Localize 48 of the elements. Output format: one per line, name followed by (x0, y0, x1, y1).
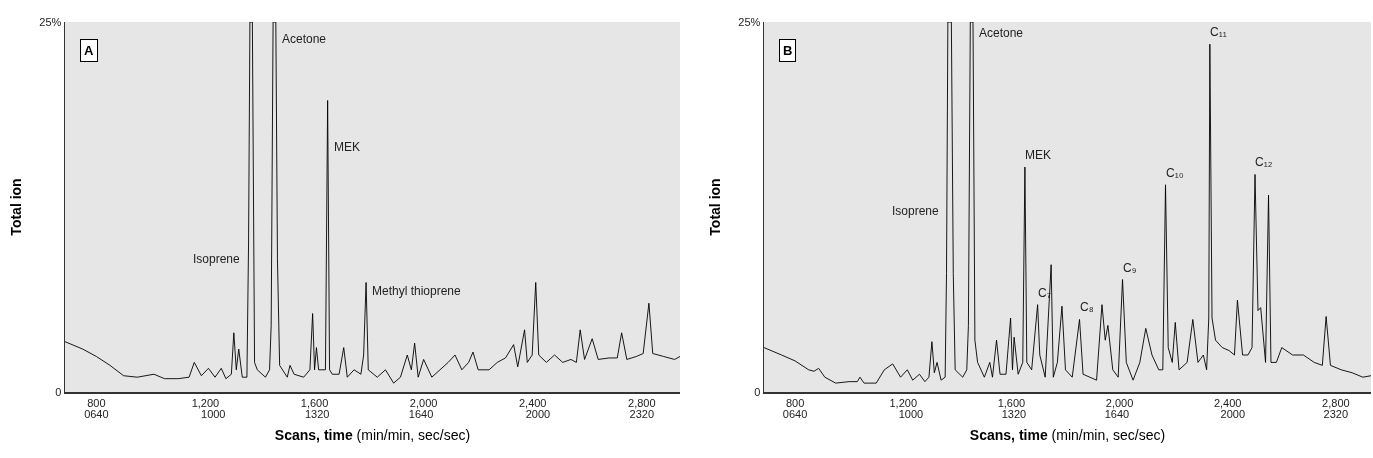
x2-tick-label: 0640 (84, 408, 109, 420)
annotation: MEK (334, 140, 361, 154)
x-tick-label: 2,000 (1105, 396, 1134, 409)
annotation: B (783, 43, 793, 58)
line-series (764, 22, 1371, 384)
x-tick-label: 2,400 (1213, 396, 1242, 409)
annotation: C₁₂ (1255, 155, 1273, 169)
x-tick-label: 1,200 (889, 396, 918, 409)
annotation: C₁₁ (1210, 25, 1227, 39)
annotation: Isoprene (193, 252, 241, 266)
x-axis-title: Scans, time (min/min, sec/sec) (274, 426, 471, 443)
annotation: Acetone (282, 32, 327, 46)
x-tick-label: 2,800 (1322, 396, 1350, 409)
y-tick-label: 0 (754, 385, 761, 398)
x-tick-label: 1,600 (997, 396, 1026, 409)
x2-tick-label: 2320 (629, 408, 655, 420)
x2-tick-label: 0640 (782, 408, 808, 420)
annotation: Acetone (979, 26, 1024, 40)
x2-tick-label: 1320 (1001, 408, 1027, 420)
y-tick-label: 25% (738, 15, 761, 28)
x-tick-label: 2,000 (409, 396, 438, 409)
x-tick-label: 1,200 (191, 396, 220, 409)
annotation: Methyl thioprene (372, 284, 462, 298)
y-tick-label: 25% (39, 15, 62, 28)
line-series (65, 22, 680, 384)
x2-tick-label: 1640 (408, 408, 434, 420)
x-tick-label: 1,600 (300, 396, 329, 409)
x2-tick-label: 1000 (201, 408, 226, 420)
y-axis-title: Total ion (8, 178, 25, 236)
y-axis-title: Total ion (707, 178, 724, 236)
x2-tick-label: 1640 (1104, 408, 1130, 420)
annotation: Isoprene (892, 204, 940, 218)
x-tick-label: 2,800 (628, 396, 656, 409)
x-tick-label: 2,400 (518, 396, 547, 409)
x-tick-label: 800 (785, 396, 805, 409)
annotation: A (84, 43, 94, 58)
annotation: C₈ (1080, 300, 1094, 314)
x2-tick-label: 2000 (1220, 408, 1246, 420)
x2-tick-label: 1000 (898, 408, 924, 420)
y-tick-label: 0 (55, 385, 62, 398)
x2-tick-label: 2320 (1323, 408, 1349, 420)
x-tick-label: 800 (87, 396, 106, 409)
annotation: C₉ (1123, 261, 1137, 275)
x2-tick-label: 1320 (304, 408, 330, 420)
x2-tick-label: 2000 (525, 408, 551, 420)
x-axis-title: Scans, time (min/min, sec/sec) (969, 426, 1166, 443)
annotation: MEK (1025, 148, 1052, 162)
annotation: C₁₀ (1166, 166, 1184, 180)
